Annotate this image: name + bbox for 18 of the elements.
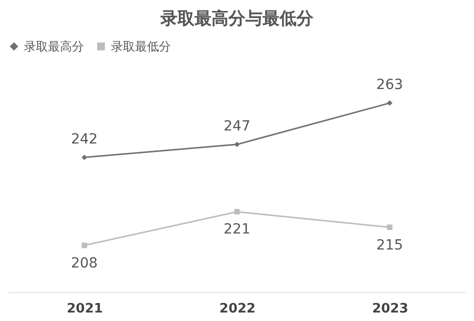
legend-label: 录取最低分 <box>111 39 171 54</box>
point <box>386 100 392 106</box>
x-tick-label: 2023 <box>372 302 408 316</box>
x-tick-label: 2021 <box>66 302 103 316</box>
point <box>82 154 88 160</box>
data-label: 208 <box>70 255 98 272</box>
x-tick-label: 2022 <box>219 302 256 316</box>
point <box>234 209 240 214</box>
point <box>234 142 240 148</box>
point <box>82 242 88 248</box>
data-label: 242 <box>70 131 98 148</box>
chart-title: 录取最高分与最低分 <box>160 9 314 29</box>
data-label: 263 <box>376 77 404 94</box>
data-label: 221 <box>224 222 250 238</box>
legend-label: 录取最高分 <box>24 39 84 54</box>
data-label: 215 <box>376 237 404 254</box>
point <box>386 224 392 230</box>
data-label: 247 <box>224 118 250 134</box>
